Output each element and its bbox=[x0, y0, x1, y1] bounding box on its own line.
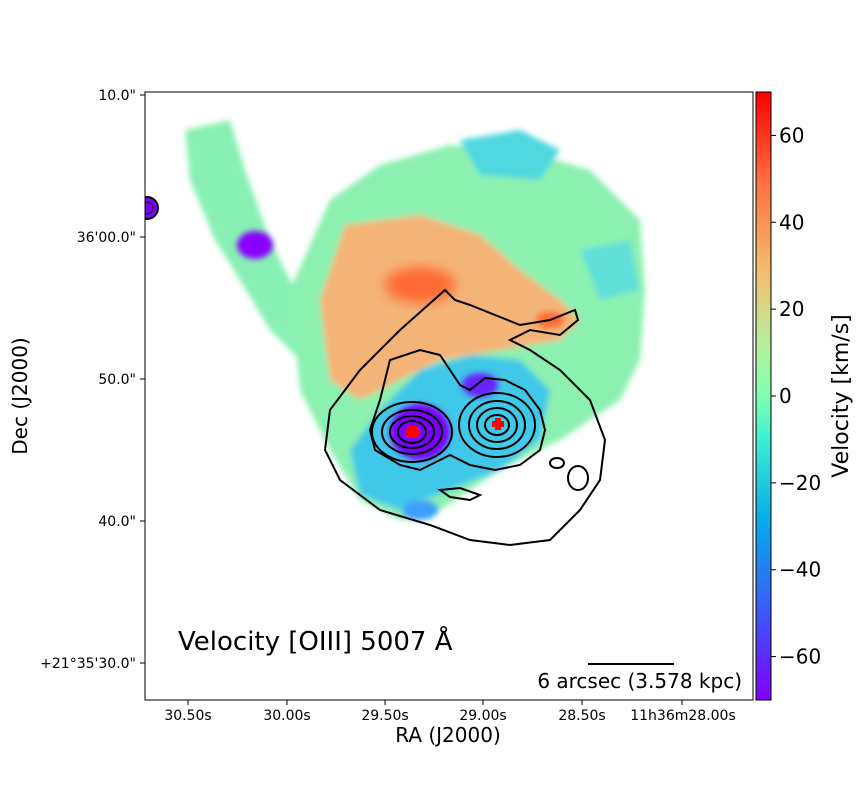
contour-e-1 bbox=[371, 401, 453, 463]
contour-e-2 bbox=[381, 409, 443, 455]
x-axis-label: RA (J2000) bbox=[395, 723, 501, 747]
y-tick-marks bbox=[140, 94, 145, 664]
colorbar-tick-label: 40 bbox=[779, 210, 804, 234]
contour-e-4 bbox=[397, 420, 427, 444]
east-patch bbox=[580, 240, 640, 300]
contour-mid bbox=[368, 348, 547, 472]
colorbar-tick-label: −60 bbox=[779, 645, 821, 669]
contour-e-3 bbox=[389, 415, 435, 449]
y-tick-label: +21°35'30.0" bbox=[40, 656, 136, 672]
velocity-map bbox=[145, 92, 753, 700]
colorbar bbox=[755, 91, 772, 701]
contour-blob-1 bbox=[567, 465, 589, 491]
y-tick-label: 10.0" bbox=[98, 88, 136, 104]
y-tick-label: 36'00.0" bbox=[77, 230, 136, 246]
y-tick-label: 40.0" bbox=[98, 514, 136, 530]
x-tick-label: 30.50s bbox=[164, 708, 211, 724]
blue-knot-south bbox=[402, 500, 438, 520]
y-axis-label: Dec (J2000) bbox=[8, 337, 32, 454]
contour-w-1 bbox=[458, 392, 536, 458]
contour-layer bbox=[323, 288, 607, 547]
redshift-band bbox=[320, 215, 580, 400]
marker-west-h bbox=[492, 421, 504, 427]
x-tick-label: 11h36m28.00s bbox=[630, 708, 736, 724]
colorbar-label: Velocity [km/s] bbox=[829, 314, 854, 478]
x-tick-label: 29.50s bbox=[361, 708, 408, 724]
star-contour bbox=[145, 201, 154, 215]
contour-outer bbox=[323, 288, 607, 547]
purple-knot-streamer bbox=[237, 231, 273, 259]
contour-blob-2 bbox=[549, 457, 565, 469]
north-patch bbox=[460, 130, 560, 180]
colorbar-tick-label: −40 bbox=[779, 558, 821, 582]
x-tick-label: 29.00s bbox=[459, 708, 506, 724]
scale-bar-label: 6 arcsec (3.578 kpc) bbox=[537, 669, 742, 693]
x-tick-label: 28.50s bbox=[558, 708, 605, 724]
contour-w-2 bbox=[468, 400, 526, 450]
star-source bbox=[145, 196, 159, 220]
colorbar-ticks: −60 −40 −20 0 20 40 60 bbox=[771, 123, 821, 669]
contour-w-3 bbox=[476, 407, 518, 443]
nucleus-west-marker bbox=[492, 418, 504, 430]
x-tick-label: 30.00s bbox=[263, 708, 310, 724]
x-tick-marks bbox=[187, 700, 683, 705]
colorbar-tick-label: 0 bbox=[779, 384, 792, 408]
nucleus-east-marker bbox=[406, 426, 420, 438]
marker-east-h bbox=[406, 429, 420, 435]
colorbar-tick-label: 20 bbox=[779, 297, 804, 321]
y-tick-label: 50.0" bbox=[98, 372, 136, 388]
red-knot bbox=[385, 267, 455, 303]
contour-w-4 bbox=[484, 414, 510, 436]
colorbar-tick-label: −20 bbox=[779, 471, 821, 495]
plot-frame bbox=[144, 91, 754, 701]
contour-blob-3 bbox=[437, 486, 483, 502]
colorbar-tick-label: 60 bbox=[779, 123, 804, 147]
map-title: Velocity [OIII] 5007 Å bbox=[178, 625, 453, 657]
